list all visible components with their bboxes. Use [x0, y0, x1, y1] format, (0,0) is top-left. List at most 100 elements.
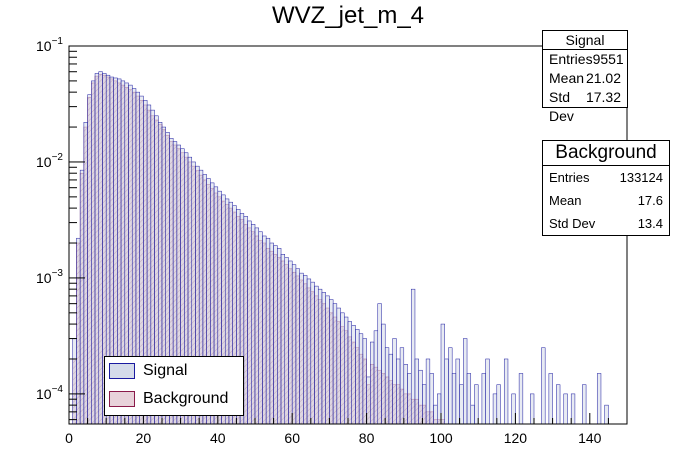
signal-bin [355, 329, 360, 425]
signal-bin [503, 358, 509, 425]
signal-bin [388, 353, 393, 425]
background-mean-row: Mean 17.6 [543, 189, 669, 212]
signal-bin [422, 384, 427, 425]
signal-bin [299, 272, 304, 425]
background-entries-row: Entries 133124 [543, 166, 669, 189]
signal-bin [362, 338, 367, 425]
signal-bin [303, 275, 308, 425]
background-stats-title: Background [543, 141, 669, 166]
signal-bin [392, 338, 397, 425]
signal-bin [596, 373, 602, 425]
signal-bin [76, 237, 81, 425]
signal-mean-row: Mean 21.02 [543, 69, 627, 88]
signal-bin [310, 281, 315, 425]
signal-bin [284, 257, 289, 425]
signal-bin [492, 393, 498, 425]
signal-bin [332, 303, 338, 425]
background-stats-box: Background Entries 133124 Mean 17.6 Std … [542, 140, 670, 236]
signal-bin [377, 303, 382, 425]
signal-bin [463, 338, 468, 425]
x-tick-label: 80 [359, 430, 375, 446]
y-tick-label: 10−2 [36, 152, 63, 170]
signal-bin [344, 316, 349, 425]
signal-bin [340, 312, 345, 425]
x-tick-label: 60 [284, 430, 300, 446]
signal-swatch [109, 363, 135, 379]
signal-bin [247, 220, 252, 425]
legend-item-signal: Signal [105, 362, 187, 380]
signal-bin [91, 80, 96, 425]
signal-bin [366, 376, 371, 425]
legend-label-background: Background [143, 390, 229, 407]
background-mean-value: 17.6 [637, 193, 663, 208]
signal-bin [373, 330, 379, 425]
background-std-row: Std Dev 13.4 [543, 212, 669, 235]
legend-item-background: Background [105, 390, 228, 408]
signal-bin [541, 347, 546, 425]
signal-bin [582, 384, 587, 425]
signal-stats-box: Signal Entries 9551 Mean 21.02 Std Dev 1… [542, 30, 628, 124]
signal-bin [485, 358, 490, 425]
signal-bin [570, 393, 576, 425]
x-tick-label: 100 [429, 430, 453, 446]
signal-bin [254, 227, 259, 425]
y-tick-label: 10−3 [36, 268, 63, 286]
signal-bin [381, 323, 386, 425]
signal-bin [410, 288, 416, 425]
signal-bin [563, 393, 568, 425]
signal-bin [269, 242, 274, 425]
signal-bin [604, 404, 609, 425]
signal-bin [518, 373, 524, 425]
signal-bin [418, 369, 423, 425]
signal-bin [251, 224, 256, 425]
signal-bin [470, 404, 475, 425]
signal-bin [429, 373, 434, 425]
signal-bin [94, 73, 100, 425]
signal-entries-label: Entries [549, 51, 593, 67]
signal-bin [325, 295, 330, 425]
signal-bin [444, 358, 449, 425]
signal-bin [262, 235, 267, 425]
background-swatch [109, 391, 135, 407]
background-entries-label: Entries [549, 170, 590, 185]
x-tick-label: 0 [65, 430, 73, 446]
signal-bin [358, 333, 364, 425]
signal-bin [459, 384, 464, 425]
signal-mean-value: 21.02 [585, 70, 621, 86]
signal-mean-label: Mean [549, 70, 585, 86]
signal-bin [466, 373, 472, 425]
signal-bin [399, 347, 405, 425]
signal-bin [336, 307, 341, 425]
signal-bin [72, 338, 77, 425]
signal-bin [384, 347, 390, 425]
signal-bin [321, 292, 326, 425]
signal-bin [288, 260, 293, 425]
signal-bin [437, 393, 442, 425]
signal-bin [396, 358, 401, 425]
y-tick-label: 10−1 [36, 36, 63, 54]
signal-entries-value: 9551 [592, 51, 624, 67]
background-entries-value: 133124 [619, 170, 663, 185]
signal-bin [291, 264, 297, 425]
signal-bin [347, 321, 352, 425]
signal-bin [440, 323, 445, 425]
signal-bin [314, 285, 319, 425]
signal-bin [496, 384, 501, 425]
signal-bin [258, 231, 263, 425]
x-tick-label: 20 [136, 430, 152, 446]
signal-bin [83, 122, 88, 425]
background-mean-label: Mean [549, 193, 582, 208]
signal-stats-title: Signal [543, 31, 627, 50]
signal-entries-row: Entries 9551 [543, 50, 627, 69]
signal-bin [273, 245, 278, 425]
signal-bin [329, 299, 334, 425]
signal-bin [403, 364, 408, 425]
signal-bin [448, 347, 453, 425]
signal-bin [265, 237, 271, 425]
signal-bin [79, 169, 85, 425]
signal-bin [306, 278, 312, 425]
signal-bin [548, 373, 553, 425]
signal-bin [556, 384, 561, 425]
signal-std-value: 17.32 [585, 89, 621, 105]
